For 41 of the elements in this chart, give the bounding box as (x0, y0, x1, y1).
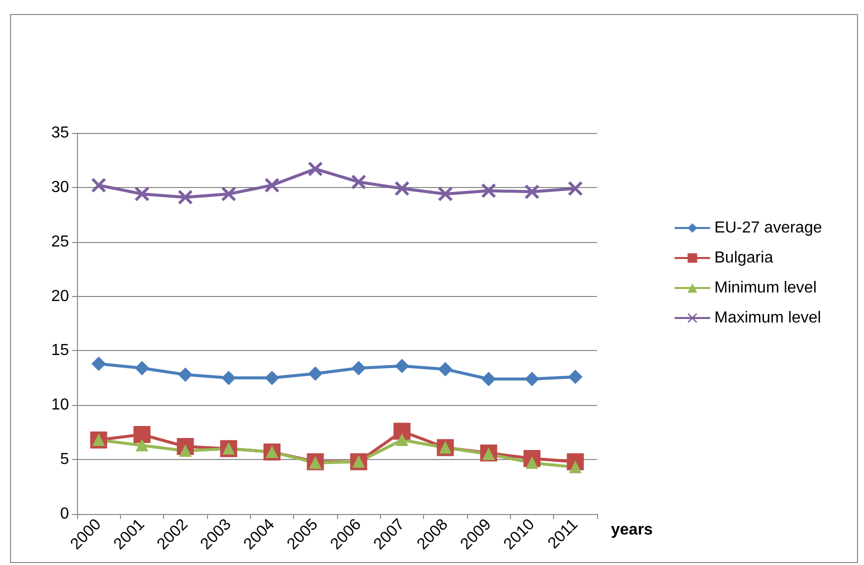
legend-label: Minimum level (714, 280, 817, 296)
point (265, 178, 279, 192)
point (222, 370, 236, 385)
point (92, 356, 106, 371)
point (568, 370, 582, 384)
point (396, 434, 408, 446)
point (308, 366, 322, 381)
y-tick-label: 30 (51, 178, 70, 196)
point (568, 182, 582, 196)
point (92, 178, 106, 192)
y-tick-label: 5 (60, 451, 70, 468)
point (222, 186, 236, 201)
point (135, 186, 149, 201)
point (395, 358, 409, 373)
legend-label: Bulgaria (714, 250, 774, 266)
legend-label: Maximum level (714, 310, 822, 326)
point (352, 174, 366, 189)
y-tick-label: 10 (51, 396, 70, 414)
point (178, 368, 192, 382)
point (438, 362, 452, 376)
point (265, 370, 279, 385)
y-tick-label: 20 (51, 288, 70, 305)
point (525, 184, 539, 199)
point (134, 426, 150, 444)
y-tick-label: 35 (51, 124, 70, 142)
point (438, 186, 452, 201)
point (395, 182, 409, 196)
y-tick-label: 0 (60, 506, 70, 522)
y-tick-label: 25 (51, 233, 70, 250)
point (135, 361, 149, 376)
point (352, 361, 366, 376)
point (178, 190, 192, 204)
point (394, 422, 410, 440)
point (482, 372, 496, 386)
point (482, 184, 496, 198)
x-axis-title: years (611, 522, 653, 538)
point (136, 439, 148, 452)
point (525, 372, 539, 386)
y-tick-label: 15 (51, 342, 70, 360)
legend-label: EU-27 average (714, 220, 822, 236)
point (308, 162, 322, 176)
